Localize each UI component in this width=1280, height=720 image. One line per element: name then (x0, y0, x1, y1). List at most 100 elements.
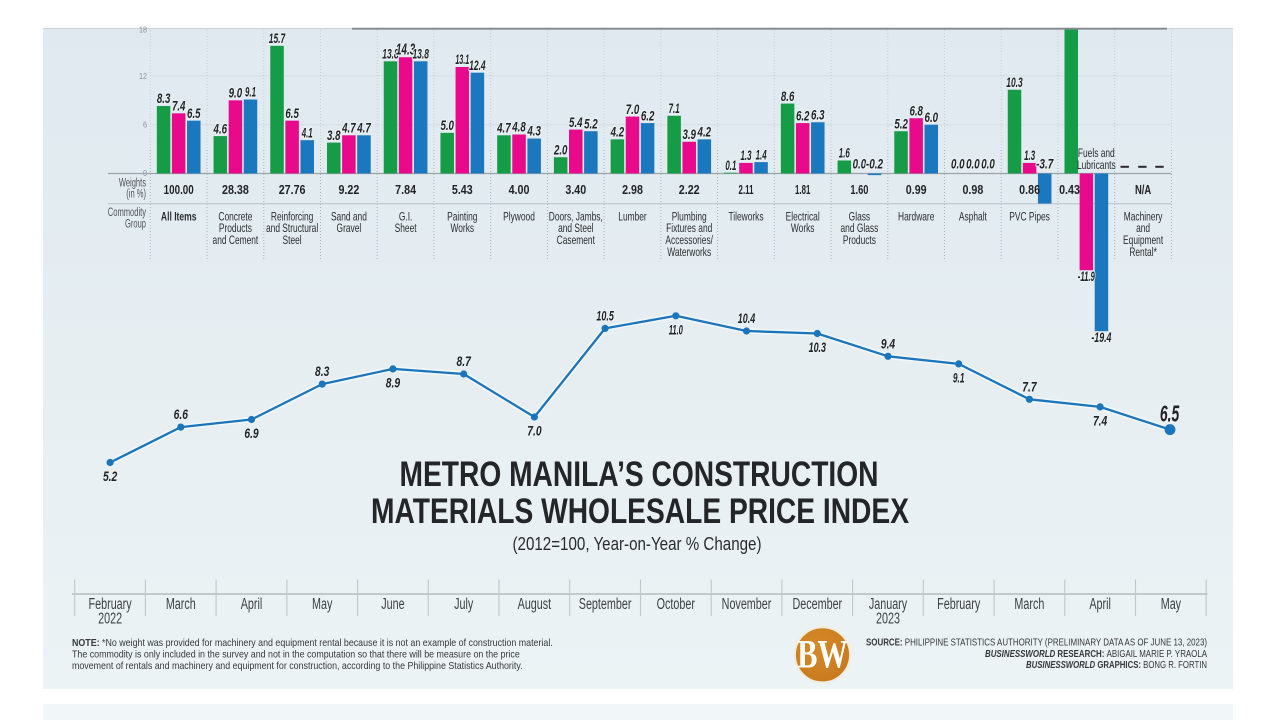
svg-text:8.7: 8.7 (457, 353, 472, 369)
svg-text:Plumbing: Plumbing (672, 211, 707, 224)
svg-text:4.7: 4.7 (496, 121, 511, 136)
svg-text:7.4: 7.4 (1093, 413, 1107, 429)
svg-text:Tileworks: Tileworks (728, 211, 763, 224)
svg-text:Sheet: Sheet (395, 223, 417, 236)
svg-text:Painting: Painting (447, 211, 478, 224)
svg-text:10.5: 10.5 (596, 307, 614, 324)
svg-text:8.6: 8.6 (781, 89, 795, 104)
svg-text:5.4: 5.4 (569, 115, 583, 130)
svg-text:(2012=100, Year-on-Year % Chan: (2012=100, Year-on-Year % Change) (513, 534, 762, 554)
svg-text:7.0: 7.0 (527, 423, 541, 439)
svg-text:5.2: 5.2 (894, 117, 908, 132)
svg-text:6.5: 6.5 (285, 106, 299, 121)
svg-text:(in %): (in %) (126, 188, 146, 201)
svg-text:13.1: 13.1 (455, 53, 469, 68)
svg-text:12.4: 12.4 (469, 59, 486, 73)
svg-text:12: 12 (139, 71, 147, 81)
svg-text:-3.7: -3.7 (1036, 156, 1054, 172)
svg-text:Reinforcing: Reinforcing (271, 211, 314, 224)
svg-text:METRO MANILA’S CONSTRUCTION: METRO MANILA’S CONSTRUCTION (400, 455, 879, 494)
svg-text:3.8: 3.8 (327, 128, 341, 143)
svg-text:Doors, Jambs,: Doors, Jambs, (549, 211, 603, 224)
svg-text:-19.4: -19.4 (1091, 332, 1112, 346)
svg-text:13.8: 13.8 (382, 48, 399, 62)
svg-text:February: February (89, 595, 132, 612)
svg-text:0.99: 0.99 (906, 183, 927, 197)
svg-text:5.43: 5.43 (452, 183, 473, 197)
svg-text:1.81: 1.81 (795, 183, 810, 197)
svg-text:2.11: 2.11 (739, 183, 754, 197)
svg-text:March: March (166, 595, 196, 612)
svg-text:0.0: 0.0 (966, 157, 980, 172)
svg-text:Waterworks: Waterworks (667, 247, 711, 260)
svg-text:Accessories/: Accessories/ (665, 235, 713, 248)
svg-text:Machinery: Machinery (1124, 211, 1163, 224)
svg-text:10.4: 10.4 (738, 310, 756, 327)
svg-text:10.3: 10.3 (1006, 76, 1023, 90)
svg-text:18: 18 (139, 25, 148, 35)
svg-text:8.3: 8.3 (157, 92, 171, 107)
svg-text:5.2: 5.2 (103, 468, 117, 484)
svg-text:October: October (657, 595, 696, 612)
svg-text:6.8: 6.8 (909, 104, 923, 119)
svg-text:Glass: Glass (849, 211, 870, 224)
svg-text:6.5: 6.5 (1160, 402, 1180, 427)
svg-text:4.2: 4.2 (610, 125, 625, 140)
svg-text:0.0: 0.0 (951, 157, 965, 172)
svg-text:6.2: 6.2 (641, 109, 655, 124)
svg-text:BUSINESSWORLD RESEARCH: ABIGAI: BUSINESSWORLD RESEARCH: ABIGAIL MARIE P.… (985, 649, 1207, 660)
svg-text:Commodity: Commodity (108, 206, 147, 219)
svg-text:4.1: 4.1 (301, 126, 313, 141)
svg-text:3.40: 3.40 (565, 183, 586, 197)
svg-text:Equipment: Equipment (1123, 235, 1163, 248)
svg-text:All Items: All Items (161, 210, 197, 224)
svg-text:1.60: 1.60 (850, 184, 868, 198)
svg-text:0.0: 0.0 (981, 157, 995, 172)
svg-text:11.0: 11.0 (669, 323, 684, 338)
svg-text:27.76: 27.76 (279, 183, 306, 197)
svg-text:May: May (312, 595, 333, 612)
svg-text:Concrete: Concrete (218, 211, 252, 224)
svg-text:6.0: 6.0 (925, 110, 939, 125)
svg-text:2.0: 2.0 (553, 143, 568, 158)
svg-text:G.I.: G.I. (399, 211, 413, 224)
svg-text:Hardware: Hardware (898, 211, 935, 224)
svg-text:PVC Pipes: PVC Pipes (1009, 211, 1050, 224)
svg-text:8.3: 8.3 (315, 364, 329, 380)
svg-text:6.6: 6.6 (174, 407, 188, 423)
svg-text:28.38: 28.38 (222, 183, 249, 197)
svg-text:and: and (1136, 223, 1150, 236)
svg-text:movement of rentals and machin: movement of rentals and machinery and eq… (72, 660, 523, 672)
svg-text:Sand and: Sand and (331, 211, 367, 224)
svg-text:1.6: 1.6 (839, 147, 851, 162)
svg-text:5.2: 5.2 (584, 117, 598, 132)
svg-text:100.00: 100.00 (164, 184, 194, 197)
svg-text:BUSINESSWORLD GRAPHICS: BONG R: BUSINESSWORLD GRAPHICS: BONG R. FORTIN (1026, 660, 1207, 671)
svg-text:April: April (1089, 595, 1111, 612)
svg-text:Products: Products (843, 235, 876, 248)
svg-text:June: June (381, 595, 404, 612)
svg-text:Gravel: Gravel (337, 223, 362, 236)
svg-text:N/A: N/A (1135, 184, 1151, 198)
svg-text:and Glass: and Glass (841, 223, 879, 236)
svg-text:Steel: Steel (283, 235, 302, 248)
svg-text:7.7: 7.7 (1022, 379, 1037, 395)
svg-text:9.0: 9.0 (229, 86, 243, 101)
svg-text:1.4: 1.4 (756, 148, 767, 163)
svg-text:March: March (1014, 595, 1044, 612)
svg-text:9.4: 9.4 (881, 336, 895, 352)
svg-text:NOTE: *No weight was provided: NOTE: *No weight was provided for machin… (72, 637, 553, 649)
svg-text:Lubricants: Lubricants (1077, 160, 1116, 173)
svg-text:BW: BW (797, 631, 848, 676)
svg-text:4.3: 4.3 (527, 124, 542, 139)
svg-text:1.3: 1.3 (740, 149, 751, 164)
svg-text:2.98: 2.98 (622, 183, 643, 197)
svg-text:2.22: 2.22 (679, 183, 700, 197)
svg-text:6.3: 6.3 (811, 108, 825, 123)
svg-text:May: May (1161, 595, 1182, 612)
svg-text:February: February (937, 595, 980, 612)
svg-text:August: August (518, 595, 552, 612)
svg-text:-11.9: -11.9 (1078, 270, 1096, 285)
svg-text:9.1: 9.1 (245, 86, 256, 101)
svg-text:5.0: 5.0 (440, 119, 454, 134)
